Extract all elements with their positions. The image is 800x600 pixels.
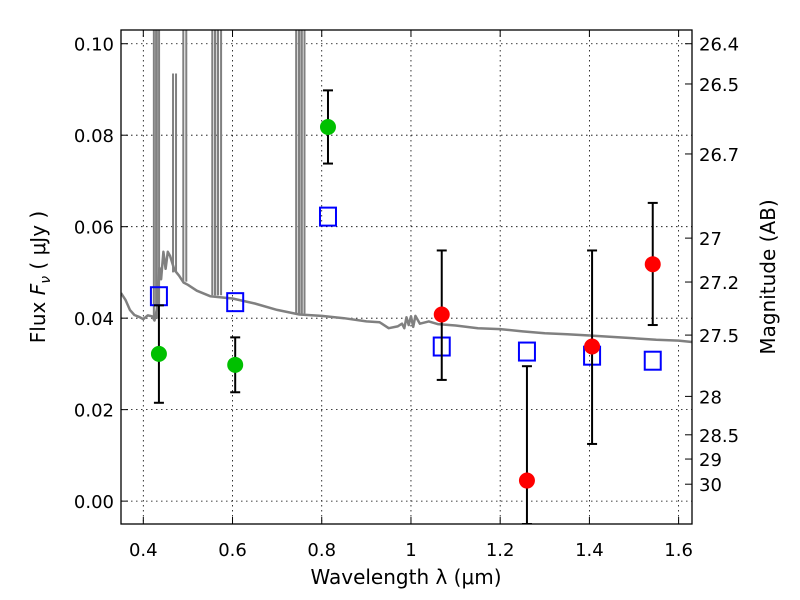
x-tick-label: 0.6	[218, 540, 247, 561]
measurement-point	[518, 472, 535, 489]
model-photometry-marker	[318, 206, 337, 227]
axes: 0.4 0.6 0.8 1 1.2 1.4 1.6 0.00 0.02 0.04 0.06 0.08 0…	[74, 30, 739, 561]
y-tick-label: 0.06	[74, 218, 114, 239]
magnitude-tick-label: 27	[699, 229, 722, 250]
magnitude-tick-label: 30	[699, 475, 722, 496]
y-axis-label-subscript: ν	[38, 276, 54, 284]
x-tick-label: 1.2	[486, 540, 515, 561]
model-photometry-marker	[226, 292, 245, 313]
model-photometry-marker	[643, 350, 662, 371]
y-axis-label-suffix: ( μJy )	[26, 211, 50, 276]
x-axis-label: Wavelength λ (μm)	[310, 565, 501, 589]
plot-frame	[120, 29, 693, 525]
y-axis-label-prefix: Flux	[26, 295, 50, 343]
magnitude-tick-label: 26.5	[699, 75, 739, 96]
y-tick-label: 0.10	[74, 35, 114, 56]
x-tick-label: 1.4	[575, 540, 604, 561]
emission-line	[300, 30, 306, 314]
y-tick-label: 0.00	[74, 492, 114, 513]
x-tick-label: 0.8	[307, 540, 336, 561]
emission-line	[172, 73, 178, 273]
magnitude-tick-label: 27.2	[699, 273, 739, 294]
magnitude-tick-label: 26.4	[699, 35, 739, 56]
magnitude-tick-label: 28.5	[699, 426, 739, 447]
magnitude-tick-label: 29	[699, 450, 722, 471]
model-photometry-marker	[517, 341, 536, 362]
x-tick-label: 1.6	[664, 540, 693, 561]
data-layer	[121, 30, 692, 524]
emission-line	[155, 30, 161, 305]
measurement-point	[150, 345, 167, 362]
magnitude-tick-label: 28	[699, 387, 722, 408]
measurement-point	[227, 356, 244, 373]
measurement-point	[584, 338, 601, 355]
measurement-point	[433, 306, 450, 323]
y-axis-label: Flux Fν ( μJy )	[26, 211, 54, 343]
magnitude-tick-label: 27.5	[699, 326, 739, 347]
emission-line	[217, 30, 223, 296]
y-tick-label: 0.08	[74, 126, 114, 147]
measurement-point	[319, 118, 336, 135]
y-tick-label: 0.04	[74, 309, 114, 330]
x-tick-label: 0.4	[129, 540, 158, 561]
x-tick-label: 1	[405, 540, 416, 561]
emission-line	[182, 30, 188, 282]
y-axis-label-symbol: F	[26, 283, 50, 295]
right-y-axis-label: Magnitude (AB)	[756, 199, 780, 354]
measurement-point	[644, 256, 661, 273]
magnitude-tick-label: 26.7	[699, 145, 739, 166]
y-tick-label: 0.02	[74, 401, 114, 422]
